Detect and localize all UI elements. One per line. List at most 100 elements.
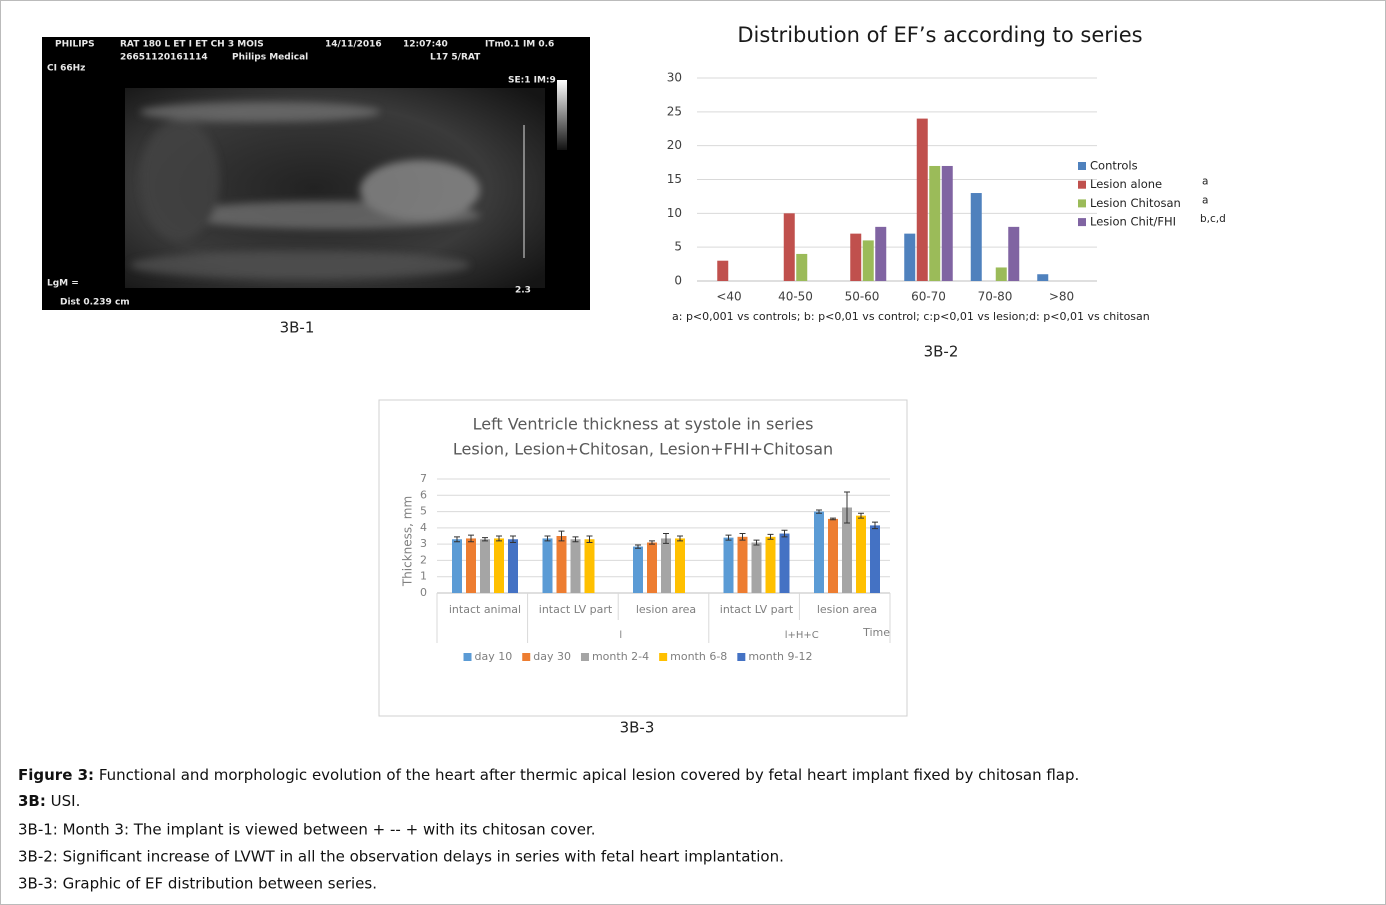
- y-tick-label: 0: [674, 274, 682, 288]
- bar: [1008, 227, 1019, 281]
- y-tick-label: 25: [667, 104, 682, 118]
- caption-sub: 3B: USI.: [18, 792, 80, 810]
- bar: [863, 240, 874, 281]
- overlay-text: 14/11/2016: [325, 40, 382, 50]
- group-label: l+H+C: [785, 630, 819, 641]
- y-tick-label: 7: [420, 472, 427, 485]
- y-tick-label: 15: [667, 172, 682, 186]
- overlay-text: PHILIPS: [55, 40, 95, 50]
- caption-line: 3B-2: Significant increase of LVWT in al…: [18, 848, 784, 866]
- bar: [875, 227, 886, 281]
- caption-text: Functional and morphologic evolution of …: [94, 766, 1079, 784]
- overlay-text: 2.3: [515, 286, 531, 296]
- bar: [661, 538, 671, 593]
- bar: [870, 525, 880, 593]
- legend-label: Lesion Chit/FHI: [1090, 215, 1176, 229]
- bar: [724, 538, 734, 593]
- legend-swatch: [581, 653, 589, 661]
- y-tick-label: 30: [667, 71, 682, 85]
- legend-label: day 10: [475, 650, 513, 663]
- bar: [929, 166, 940, 281]
- bar: [784, 213, 795, 281]
- panel-label: 3B-3: [620, 719, 655, 737]
- panel-label: 3B-2: [924, 343, 959, 361]
- overlay-text: Philips Medical: [232, 53, 308, 63]
- y-tick-label: 2: [420, 553, 427, 566]
- bar: [480, 539, 490, 593]
- overlay-text: LgM =: [47, 279, 79, 289]
- bar: [1037, 274, 1048, 281]
- legend-swatch: [1078, 162, 1086, 170]
- y-axis-label: Thickness, mm: [401, 496, 415, 587]
- bar: [717, 261, 728, 281]
- bar: [557, 536, 567, 593]
- bar: [752, 543, 762, 593]
- caption-text: USI.: [46, 792, 80, 810]
- y-tick-label: 6: [420, 488, 427, 501]
- bar: [904, 234, 915, 281]
- x-tick-label: <40: [716, 290, 741, 304]
- x-tick-label: 40-50: [778, 290, 813, 304]
- chart-title: Distribution of EF’s according to series: [737, 23, 1142, 47]
- legend-swatch: [464, 653, 472, 661]
- bar: [675, 538, 685, 593]
- page: PHILIPS RAT 180 L ET I ET CH 3 MOIS 14/11/…: [0, 0, 1386, 905]
- bar: [942, 166, 953, 281]
- legend-note: b,c,d: [1200, 213, 1226, 225]
- legend-swatch: [1078, 181, 1086, 189]
- y-tick-label: 10: [667, 206, 682, 220]
- legend-swatch: [659, 653, 667, 661]
- bar: [814, 512, 824, 593]
- x-axis-label: Time: [862, 626, 890, 639]
- overlay-text: 12:07:40: [403, 40, 448, 50]
- legend-label: day 30: [533, 650, 571, 663]
- caption-line: 3B-3: Graphic of EF distribution between…: [18, 875, 377, 893]
- legend-label: Controls: [1090, 159, 1138, 173]
- y-tick-label: 5: [674, 240, 682, 254]
- x-tick-label: 70-80: [978, 290, 1013, 304]
- bar: [647, 543, 657, 593]
- legend-swatch: [522, 653, 530, 661]
- legend-label: Lesion alone: [1090, 177, 1162, 191]
- caption-label: 3B:: [18, 792, 46, 810]
- bar: [494, 538, 504, 593]
- chart-title: Lesion, Lesion+Chitosan, Lesion+FHI+Chit…: [453, 440, 833, 459]
- footnote: a: p<0,001 vs controls; b: p<0,01 vs con…: [672, 310, 1150, 323]
- y-tick-label: 4: [420, 521, 427, 534]
- legend-swatch: [737, 653, 745, 661]
- x-tick-label: 50-60: [845, 290, 880, 304]
- caption-label: Figure 3:: [18, 766, 94, 784]
- overlay-text: SE:1 IM:9: [508, 76, 556, 86]
- bar: [571, 539, 581, 593]
- group-label: l: [619, 630, 622, 641]
- bar: [738, 537, 748, 593]
- x-tick-label: intact LV part: [720, 603, 794, 616]
- bar: [543, 538, 553, 593]
- x-tick-label: lesion area: [636, 603, 696, 616]
- overlay-text: CI 66Hz: [47, 64, 85, 74]
- x-tick-label: intact animal: [449, 603, 521, 616]
- legend-label: month 9-12: [748, 650, 812, 663]
- bar: [856, 516, 866, 593]
- overlay-text: ITm0.1 IM 0.6: [485, 40, 554, 50]
- x-tick-label: intact LV part: [539, 603, 613, 616]
- x-tick-label: >80: [1049, 290, 1074, 304]
- overlay-text: L17 5/RAT: [430, 53, 481, 63]
- y-tick-label: 0: [420, 586, 427, 599]
- overlay-text: RAT 180 L ET I ET CH 3 MOIS: [120, 40, 264, 50]
- caption-line: 3B-1: Month 3: The implant is viewed bet…: [18, 821, 596, 839]
- y-tick-label: 5: [420, 505, 427, 518]
- chart-title: Left Ventricle thickness at systole in s…: [473, 415, 814, 434]
- caption-main: Figure 3: Functional and morphologic evo…: [18, 766, 1079, 784]
- legend-label: Lesion Chitosan: [1090, 196, 1181, 210]
- x-tick-label: 60-70: [911, 290, 946, 304]
- bar: [780, 534, 790, 593]
- bar: [466, 538, 476, 593]
- y-tick-label: 20: [667, 138, 682, 152]
- y-tick-label: 3: [420, 537, 427, 550]
- bar: [766, 537, 776, 593]
- y-tick-label: 1: [420, 570, 427, 583]
- overlay-text: 26651120161114: [120, 53, 208, 63]
- panel-label: 3B-1: [280, 319, 315, 337]
- bar: [633, 547, 643, 593]
